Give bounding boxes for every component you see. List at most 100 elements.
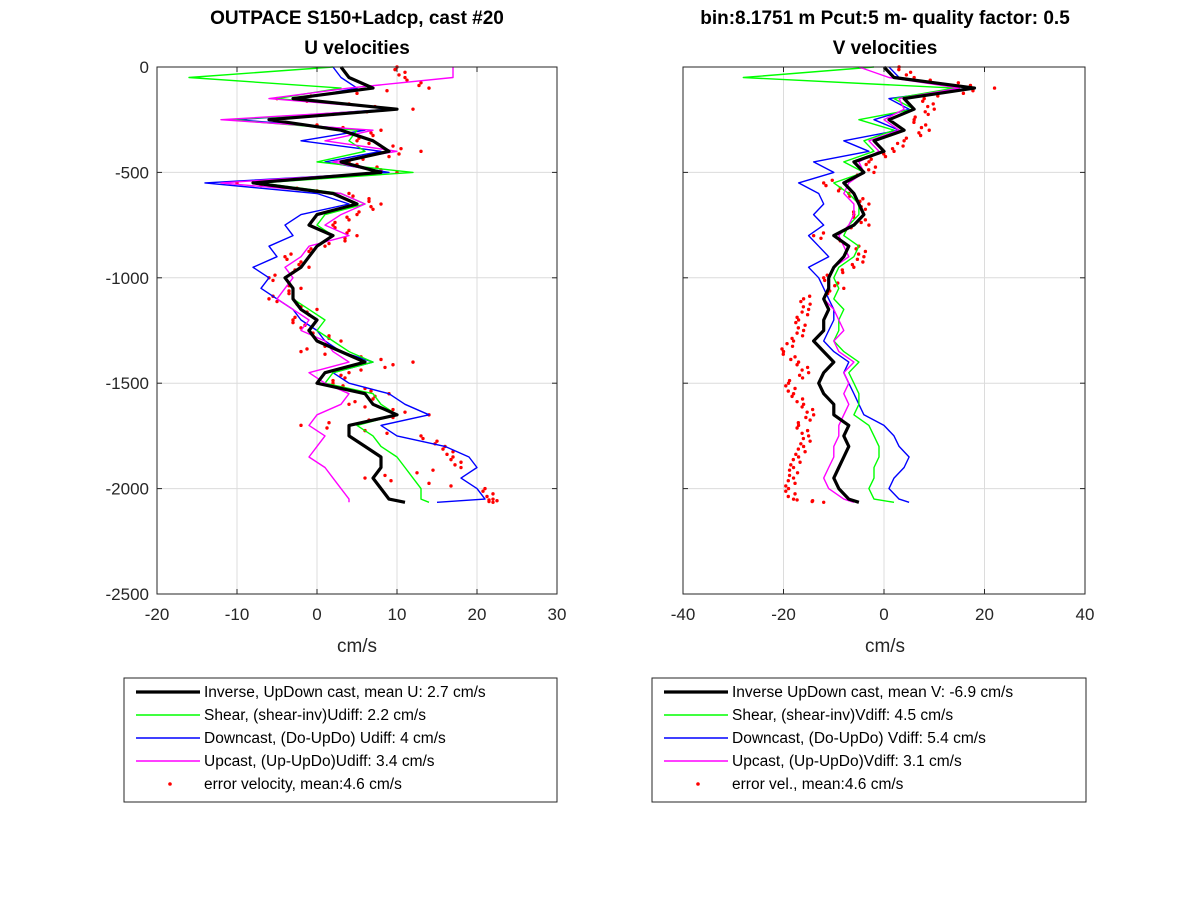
error-point (445, 452, 449, 457)
u-series-downcast-line (204, 66, 486, 503)
error-point (453, 463, 457, 467)
error-point (800, 368, 804, 372)
error-point (343, 239, 347, 243)
error-point (795, 315, 799, 320)
error-point (786, 494, 790, 499)
error-point (339, 339, 343, 343)
error-point (897, 67, 901, 72)
error-point (367, 141, 371, 146)
y-tick-label: -1500 (106, 374, 149, 393)
u-plot-subtitle: U velocities (304, 38, 410, 59)
error-point (299, 260, 303, 264)
error-point (339, 373, 343, 377)
v-plot-title: bin:8.1751 m Pcut:5 m- quality factor: 0… (700, 8, 1070, 29)
error-point (387, 154, 391, 159)
error-point (866, 168, 871, 172)
error-point (323, 352, 327, 356)
error-point (902, 139, 906, 143)
error-point (327, 334, 331, 338)
error-point (822, 276, 826, 280)
error-point (289, 252, 293, 256)
error-point (867, 202, 871, 206)
error-point (801, 402, 806, 406)
y-tick-label: -1000 (106, 269, 149, 288)
error-point (836, 189, 841, 193)
error-point (787, 468, 792, 472)
error-point (799, 442, 803, 446)
error-point (805, 428, 810, 433)
error-point (810, 407, 815, 412)
legend-label-error: error velocity, mean:4.6 cm/s (204, 776, 402, 793)
error-point (305, 347, 309, 351)
error-point (385, 89, 389, 93)
error-point (873, 165, 878, 169)
legend-label-downcast: Downcast, (Do-UpDo) Udiff: 4 cm/s (204, 730, 446, 747)
error-point (369, 389, 373, 393)
error-point (307, 249, 311, 254)
error-point (403, 410, 407, 414)
error-point (363, 405, 367, 409)
error-point (385, 431, 389, 435)
error-point (923, 123, 928, 127)
u-series-upcast-line (220, 67, 454, 503)
error-point (830, 178, 834, 183)
error-point (367, 197, 371, 201)
error-point (821, 231, 826, 235)
error-point (403, 70, 407, 74)
error-point (904, 73, 909, 77)
error-point (795, 498, 799, 502)
error-point (789, 463, 793, 467)
error-point (431, 468, 435, 472)
error-point (863, 249, 868, 254)
error-point (795, 426, 799, 430)
error-point (912, 75, 916, 80)
error-point (449, 484, 453, 488)
error-point (427, 86, 431, 90)
error-point (913, 115, 917, 119)
error-point (796, 360, 801, 364)
y-tick-label: 0 (140, 58, 149, 77)
error-point (271, 278, 275, 283)
error-point (811, 233, 816, 238)
x-tick-label: 30 (548, 605, 567, 624)
legend-label-shear: Shear, (shear-inv)Udiff: 2.2 cm/s (204, 707, 426, 724)
v-series-group (742, 65, 997, 505)
error-point (786, 486, 791, 491)
error-point (441, 447, 445, 451)
legend-label-upcast: Upcast, (Up-UpDo)Vdiff: 3.1 cm/s (732, 753, 962, 770)
error-point (291, 320, 295, 325)
legend-label-upcast: Upcast, (Up-UpDo)Udiff: 3.4 cm/s (204, 753, 435, 770)
error-point (861, 197, 865, 201)
error-point (842, 286, 846, 291)
x-tick-label: -10 (225, 605, 250, 624)
error-point (359, 368, 363, 372)
error-point (369, 131, 373, 135)
error-point (333, 220, 337, 225)
error-point (864, 162, 868, 167)
error-point (371, 133, 375, 138)
error-point (397, 152, 401, 156)
error-point (791, 476, 796, 480)
v-x-axis-label: cm/s (865, 636, 905, 657)
error-point (391, 363, 395, 367)
error-point (833, 284, 837, 288)
legend-label-inverse: Inverse, UpDown cast, mean U: 2.7 cm/s (204, 684, 486, 701)
error-point (901, 144, 905, 148)
error-point (855, 257, 860, 262)
error-point (794, 320, 798, 325)
error-point (927, 128, 931, 132)
error-point (291, 318, 295, 322)
y-tick-label: -2000 (106, 480, 149, 499)
error-point (923, 110, 927, 114)
legend-label-downcast: Downcast, (Do-UpDo) Vdiff: 5.4 cm/s (732, 730, 986, 747)
u-plot-title: OUTPACE S150+Ladcp, cast #20 (210, 8, 504, 29)
error-point (353, 399, 357, 404)
error-point (808, 418, 812, 422)
error-point (790, 394, 794, 399)
error-point (921, 99, 925, 103)
v-velocity-panel: bin:8.1751 m Pcut:5 m- quality factor: 0… (651, 8, 1094, 803)
error-point (795, 363, 799, 367)
error-point (791, 497, 796, 501)
error-point (784, 489, 788, 493)
error-point (872, 170, 876, 175)
